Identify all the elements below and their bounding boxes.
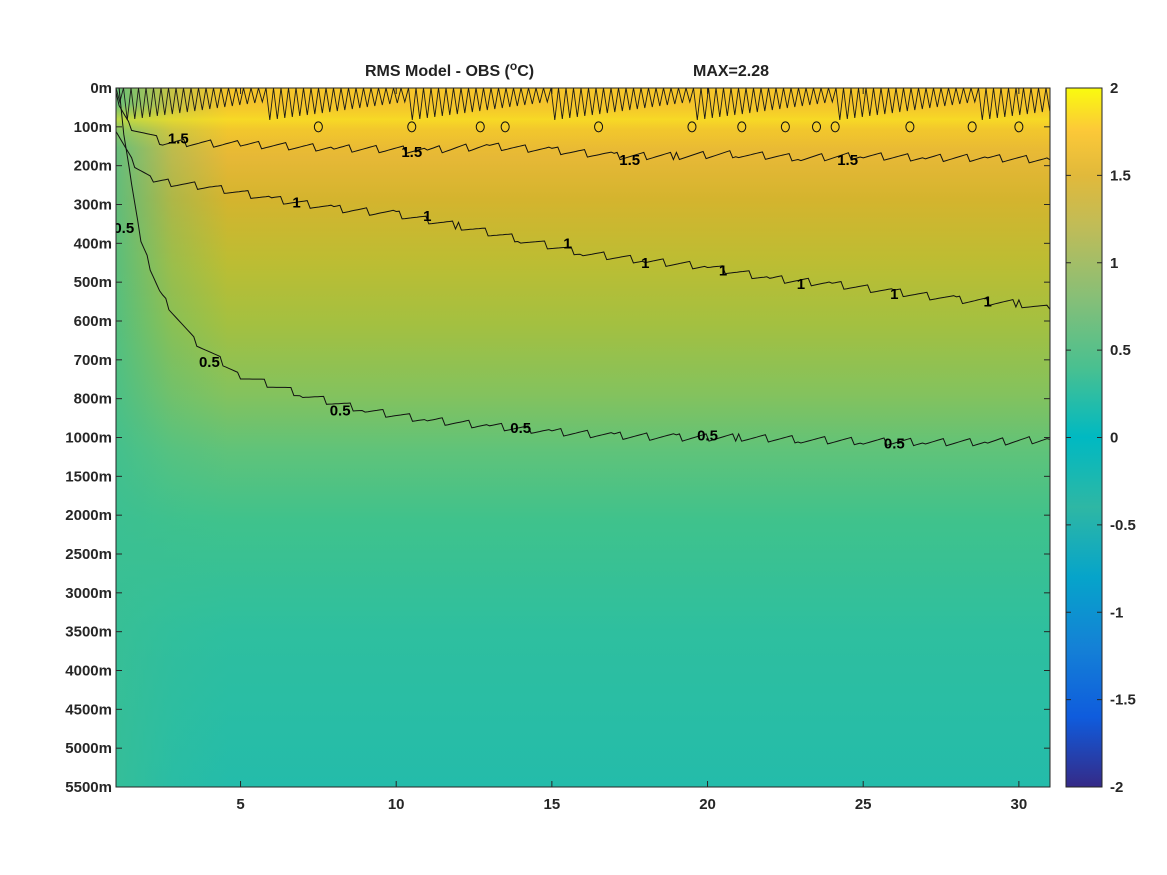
local-max-contour [500,121,510,133]
y-tick-label: 200m [74,158,112,175]
max-value-label: MAX=2.28 [693,63,769,80]
contour-label: 0.5 [199,354,220,371]
contour-label: 1 [984,294,992,311]
y-tick-label: 100m [74,119,112,136]
colorbar-tick-label: 0.5 [1110,342,1131,359]
local-max-contour [830,121,840,133]
contour-label: 1 [719,263,727,280]
colorbar-tick-label: -2 [1110,779,1123,796]
local-max-contour [1014,121,1024,133]
contour-label: 0.5 [113,220,134,237]
colorbar-ticks: 2 1.5 1 0.5 0 -0.5 -1 -1.5 -2 [1066,80,1136,796]
contour-label: 1.5 [837,152,858,169]
local-max-contour [687,121,697,133]
local-max-contour [407,121,417,133]
heatmap-field [116,88,1050,787]
y-tick-label: 500m [74,274,112,291]
axes-layer: 0m100m200m300m400m500m600m700m800m1000m1… [65,80,1050,813]
y-tick-label: 2500m [65,546,112,563]
y-tick-label: 4000m [65,663,112,680]
y-tick-label: 3500m [65,624,112,641]
contour-label: 1 [292,195,300,212]
colorbar-tick-label: 2 [1110,80,1118,97]
contour-line-1-5 [116,92,1050,164]
contour-label: 1.5 [401,144,422,161]
local-max-contour [967,121,977,133]
contour-label: 0.5 [697,428,718,445]
contour-label: 0.5 [884,435,905,452]
y-tick-label: 400m [74,235,112,252]
y-tick-label: 2000m [65,507,112,524]
local-max-contour [475,121,485,133]
surface-peaks-layer [116,88,1050,133]
y-tick-label: 4500m [65,701,112,718]
x-tick-label: 10 [388,796,405,813]
y-tick-label: 1000m [65,430,112,447]
contour-label: 1 [890,286,898,303]
x-tick-label: 30 [1011,796,1028,813]
chart-title: RMS Model - OBS (oC) [365,59,534,80]
y-tick-label: 700m [74,352,112,369]
colorbar-tick-label: 1 [1110,255,1118,272]
contour-line-0-5 [118,88,1050,447]
local-max-contour [594,121,604,133]
y-tick-label: 1500m [65,468,112,485]
contour-label: 1 [797,276,805,293]
contour-label: 1 [563,235,571,252]
colorbar-tick-label: 0 [1110,430,1118,447]
x-tick-label: 25 [855,796,872,813]
y-tick-label: 0m [90,80,112,97]
local-max-contour [313,121,323,133]
local-max-contour [780,121,790,133]
colorbar-gradient [1065,87,1103,788]
colorbar: 2 1.5 1 0.5 0 -0.5 -1 -1.5 -2 [1065,80,1136,796]
colorbar-tick-label: -0.5 [1110,517,1136,534]
x-tick-label: 5 [236,796,244,813]
x-tick-label: 20 [699,796,716,813]
contour-label: 0.5 [510,420,531,437]
contour-label: 1.5 [619,152,640,169]
y-tick-label: 5500m [65,779,112,796]
y-tick-label: 300m [74,197,112,214]
contour-line-1 [116,131,1050,310]
local-max-contour [905,121,915,133]
colorbar-tick-label: -1.5 [1110,692,1136,709]
local-max-contour [812,121,821,133]
y-tick-label: 800m [74,391,112,408]
colorbar-tick-label: -1 [1110,604,1123,621]
colorbar-tick-label: 1.5 [1110,167,1131,184]
y-tick-label: 3000m [65,585,112,602]
x-tick-label: 15 [544,796,561,813]
y-tick-label: 5000m [65,740,112,757]
contour-label: 0.5 [330,402,351,419]
contour-label: 1 [423,208,431,225]
contour-layer: 1.5 1.5 1.5 1.5 1 1 1 1 1 1 1 1 0.5 0.5 0.5 0.5 0.5 0.5 [113,88,1050,452]
contour-label: 1.5 [168,130,189,147]
surface-contour [116,88,1050,121]
local-max-contour [737,121,747,133]
y-tick-label: 600m [74,313,112,330]
contour-label: 1 [641,255,649,272]
